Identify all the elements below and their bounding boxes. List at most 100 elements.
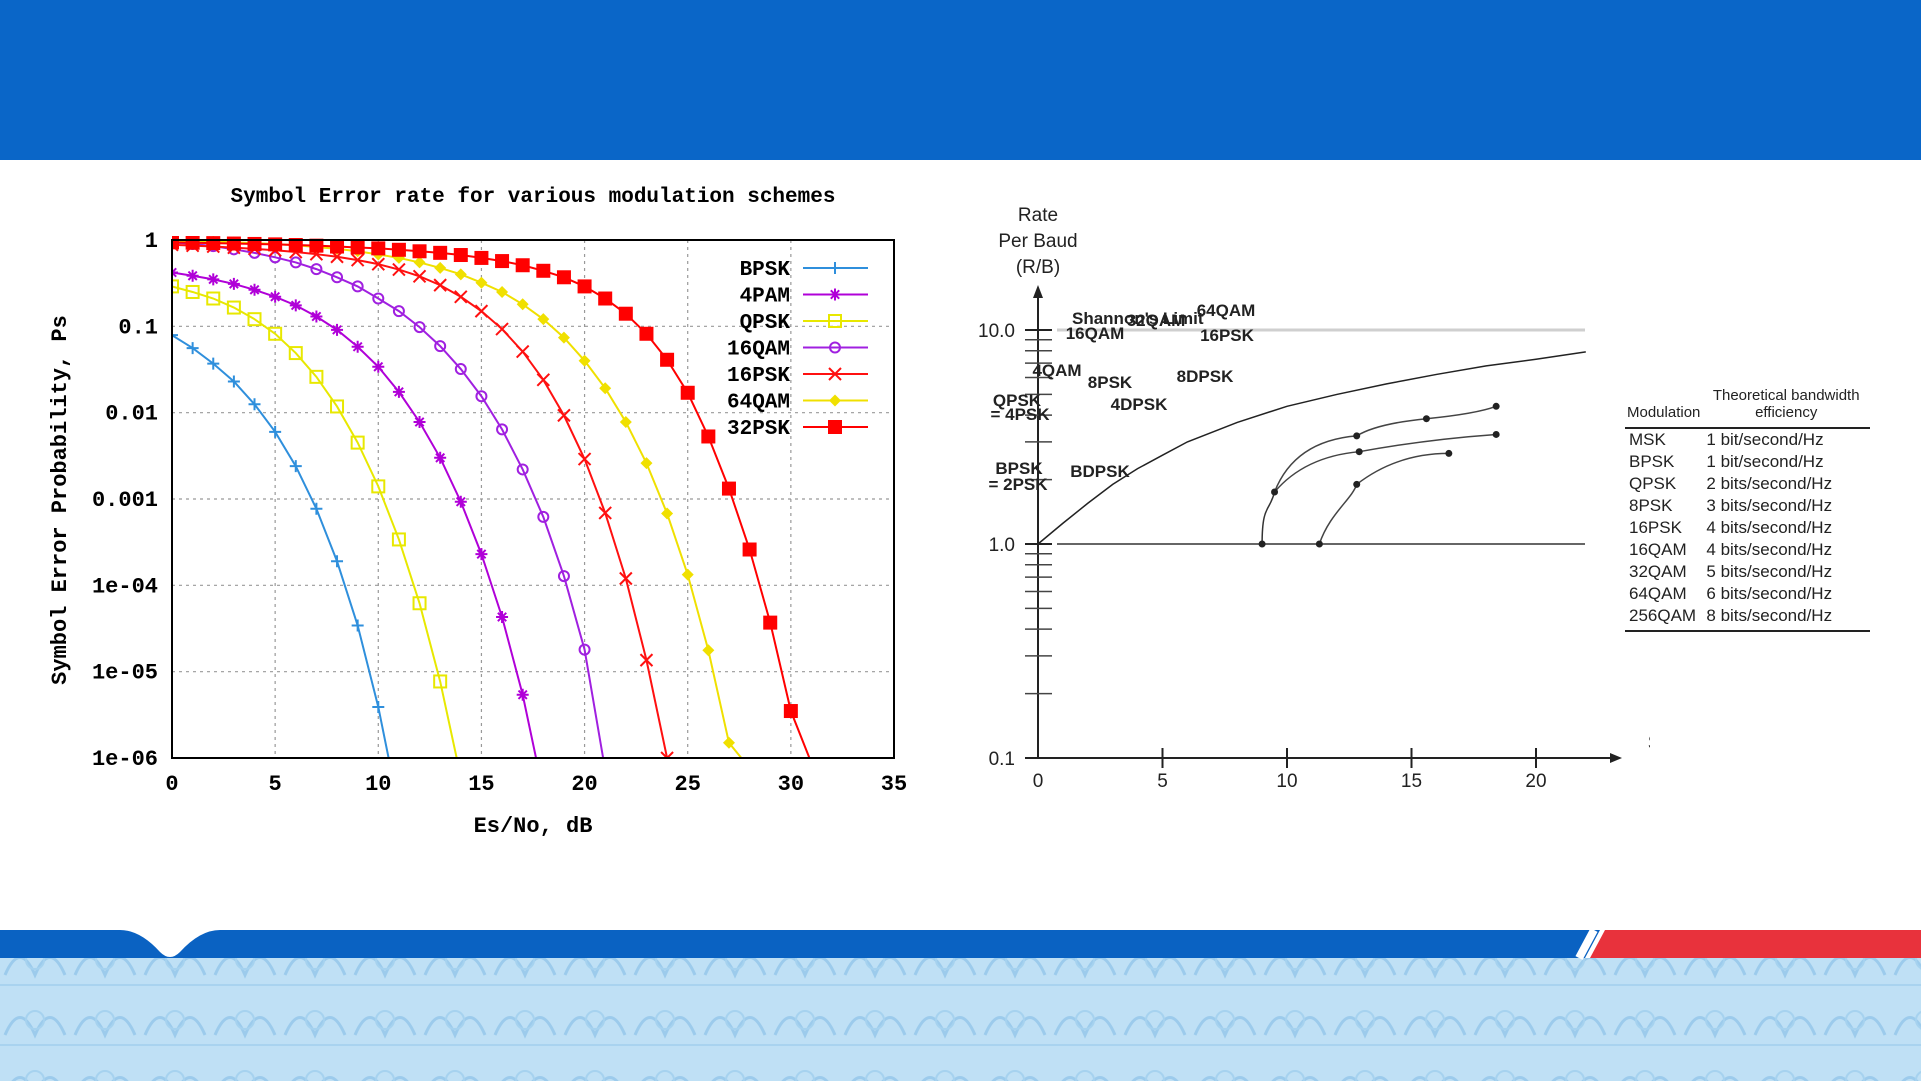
- data-point-marker: [721, 481, 736, 496]
- data-point-marker: [248, 398, 261, 411]
- point-label: BDPSK: [1070, 462, 1130, 481]
- y-tick-label: 1e-06: [92, 747, 158, 772]
- data-point-marker: [702, 644, 715, 657]
- point-label: 32QAM: [1127, 311, 1186, 330]
- point-label: 8PSK: [1088, 373, 1133, 392]
- axis-ticks: 0 5 10 15 20 25 30 35 1 0.1 0.01 0.001 1e-04 1e-05 1e-…: [92, 229, 907, 797]
- chart2-point-labels: Shannon's Limit 4QAM QPSK= 4PSK BPSK= 2PSK B…: [988, 301, 1255, 494]
- modulation-point: [1492, 430, 1500, 438]
- point-label: 16QAM: [1066, 324, 1125, 343]
- data-point-marker: [475, 548, 488, 561]
- data-point-marker: [412, 269, 427, 283]
- data-point-marker: [186, 342, 199, 355]
- series-line: [172, 334, 390, 758]
- data-point-marker: [310, 263, 323, 276]
- data-point-marker: [619, 415, 632, 428]
- x-tick-label: 15: [468, 772, 494, 797]
- data-point-marker: [351, 340, 364, 353]
- data-point-marker: [496, 610, 509, 623]
- data-point-marker: [454, 363, 467, 376]
- chart2-y-axis-label: Rate Per Baud (R/B): [998, 205, 1077, 278]
- data-point-marker: [350, 253, 365, 267]
- data-point-marker: [578, 643, 591, 656]
- data-point-marker: [454, 268, 467, 281]
- modulation-point: [1355, 448, 1363, 456]
- point-label: 8DPSK: [1177, 367, 1234, 386]
- y-tick-label: 0.1: [118, 315, 158, 340]
- data-point-marker: [391, 532, 406, 547]
- symbol-error-rate-chart: Symbol Error rate for various modulation…: [48, 186, 907, 839]
- data-point-marker: [516, 463, 529, 476]
- y-label-line: (R/B): [1016, 257, 1060, 278]
- data-point-marker: [660, 352, 675, 367]
- legend-label: 64QAM: [727, 392, 790, 415]
- data-point-marker: [309, 238, 324, 253]
- data-point-marker: [722, 736, 735, 749]
- table-row: BPSK 1 bit/second/Hz: [1625, 451, 1870, 473]
- data-point-marker: [557, 408, 571, 423]
- data-point-marker: [557, 331, 570, 344]
- table-cell-modulation: 256QAM: [1625, 605, 1703, 632]
- series-line: [172, 241, 605, 758]
- data-point-marker: [661, 507, 674, 520]
- table-row: 32QAM 5 bits/second/Hz: [1625, 561, 1870, 583]
- series-16qam: [172, 236, 605, 758]
- data-point-marker: [475, 276, 488, 289]
- bandwidth-efficiency-table: Modulation Theoretical bandwidth efficie…: [1625, 385, 1870, 632]
- data-point-marker: [350, 435, 365, 450]
- data-point-marker: [330, 239, 345, 254]
- y-axis-arrow: [1033, 285, 1043, 298]
- y-tick-label: 1: [145, 229, 158, 254]
- data-point-marker: [434, 340, 447, 353]
- x-tick-label: 15: [1401, 771, 1422, 792]
- data-point-marker: [309, 369, 324, 384]
- rate-per-baud-chart: Rate Per Baud (R/B) Signal to NoiseRatio(d…: [978, 205, 1650, 792]
- table-cell-efficiency: 2 bits/second/Hz: [1706, 474, 1833, 493]
- shannon-limit-curve: [1037, 351, 1586, 545]
- footer-pattern: [0, 958, 1921, 1081]
- table-cell-efficiency: 8 bits/second/Hz: [1702, 605, 1870, 632]
- data-point-marker: [828, 420, 842, 434]
- data-point-marker: [434, 451, 447, 464]
- data-point-marker: [433, 674, 448, 689]
- series-bpsk: [172, 329, 390, 758]
- modulation-curve: [1356, 452, 1449, 485]
- modulation-point: [1492, 402, 1500, 410]
- data-point-marker: [599, 382, 612, 395]
- y-label-line: Per Baud: [998, 231, 1077, 252]
- legend-label: 4PAM: [740, 286, 790, 309]
- data-point-marker: [289, 299, 302, 312]
- legend-label: QPSK: [740, 312, 791, 335]
- chart-series-group: [172, 236, 811, 758]
- x-tick-label: 25: [675, 772, 701, 797]
- y-tick-label: 0.001: [92, 488, 158, 513]
- data-point-marker: [372, 700, 385, 713]
- data-point-marker: [433, 245, 448, 260]
- data-point-marker: [412, 596, 427, 611]
- data-point-marker: [413, 256, 426, 269]
- modulation-point: [1271, 488, 1279, 496]
- chart2-axes: [1033, 285, 1622, 763]
- x-label-line: Signal to Noise: [1648, 732, 1650, 754]
- data-point-marker: [618, 306, 633, 321]
- data-point-marker: [598, 291, 613, 306]
- chart-legend: BPSK 4PAM QPSK 16QAM 16PSK 64QAM 32PSK: [727, 259, 868, 441]
- data-point-marker: [453, 248, 468, 263]
- table-cell-modulation: BPSK: [1629, 452, 1675, 471]
- data-point-marker: [577, 279, 592, 294]
- series-qpsk: [172, 279, 458, 758]
- table-cell-modulation: 32QAM: [1629, 562, 1687, 581]
- data-point-marker: [207, 273, 220, 286]
- table-cell-efficiency: 5 bits/second/Hz: [1706, 562, 1833, 581]
- series-16psk: [172, 238, 690, 758]
- data-point-marker: [515, 344, 530, 359]
- data-point-marker: [350, 240, 365, 255]
- table-cell-efficiency: 4 bits/second/Hz: [1706, 518, 1833, 537]
- data-point-marker: [829, 394, 841, 407]
- table-header-efficiency: Theoretical bandwidth efficiency: [1702, 385, 1870, 429]
- y-axis-label: Symbol Error Probability, Ps: [48, 315, 73, 685]
- data-point-marker: [536, 373, 551, 387]
- data-point-marker: [828, 367, 842, 381]
- data-point-marker: [372, 292, 385, 305]
- series-line: [172, 271, 556, 758]
